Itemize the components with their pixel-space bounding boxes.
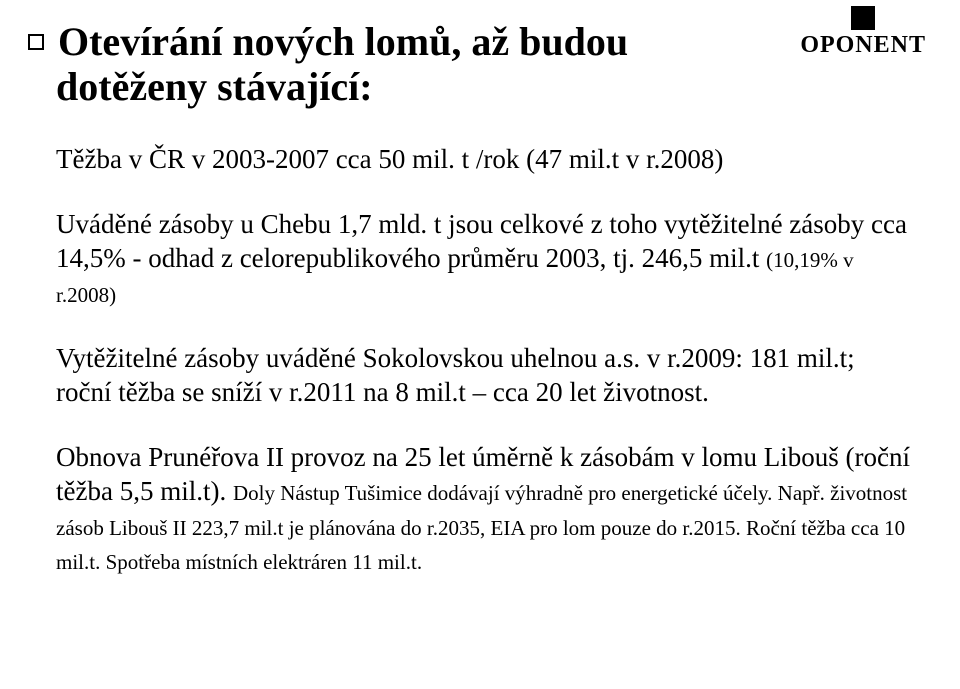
slide-page: OPONENT Otevírání nových lomů, až budou … (0, 0, 960, 689)
paragraph-3: Vytěžitelné zásoby uváděné Sokolovskou u… (56, 341, 912, 410)
oponent-badge: OPONENT (800, 6, 926, 59)
paragraph-4: Obnova Prunéřova II provoz na 25 let úmě… (56, 440, 912, 578)
badge-square-icon (851, 6, 875, 30)
title-line1: Otevírání nových lomů, až budou (58, 18, 628, 65)
title-line2: dotěženy stávající: (28, 63, 912, 110)
badge-label: OPONENT (800, 32, 926, 59)
paragraph-1: Těžba v ČR v 2003-2007 cca 50 mil. t /ro… (56, 142, 912, 177)
title-block: Otevírání nových lomů, až budou dotěženy… (28, 18, 912, 110)
bullet-square-icon (28, 34, 44, 50)
body-text: Těžba v ČR v 2003-2007 cca 50 mil. t /ro… (28, 142, 912, 577)
title-row: Otevírání nových lomů, až budou (28, 18, 912, 65)
paragraph-2: Uváděné zásoby u Chebu 1,7 mld. t jsou c… (56, 207, 912, 311)
